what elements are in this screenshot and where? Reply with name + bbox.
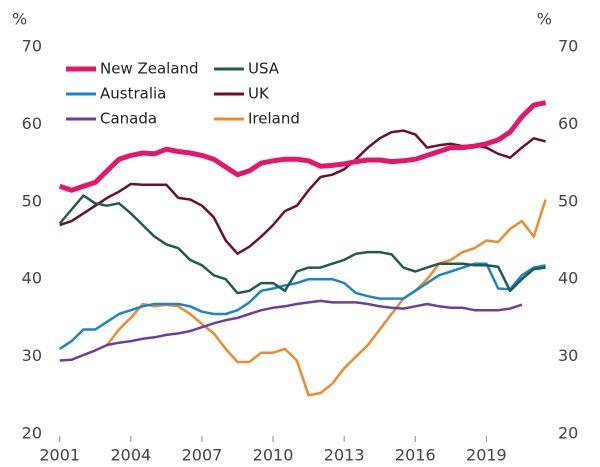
- x-tick-label: 2010: [253, 446, 294, 465]
- y-tick-label: 50: [22, 191, 42, 210]
- legend-label: New Zealand: [100, 60, 199, 78]
- x-tick-label: 2004: [110, 446, 151, 465]
- series-line: [59, 262, 546, 350]
- series-line: [58, 100, 547, 193]
- y2-tick-label: 20: [558, 424, 578, 443]
- y2-tick-label: 50: [558, 191, 578, 210]
- y-tick-label: 30: [22, 346, 42, 365]
- legend-label: Australia: [100, 85, 166, 103]
- legend-label: USA: [248, 60, 280, 78]
- y-axis-label: %: [12, 10, 27, 29]
- y-tick-label: 60: [22, 114, 42, 133]
- series-line: [58, 194, 546, 295]
- y2-axis-label: %: [537, 10, 552, 29]
- series-line: [59, 299, 523, 362]
- legend-label: Canada: [100, 110, 157, 128]
- y-tick-label: 70: [22, 37, 42, 56]
- x-tick-label: 2016: [395, 446, 436, 465]
- x-tick-label: 2019: [466, 446, 507, 465]
- y2-tick-label: 60: [558, 114, 578, 133]
- y2-tick-label: 40: [558, 269, 578, 288]
- y2-tick-label: 70: [558, 37, 578, 56]
- x-tick-label: 2001: [39, 446, 80, 465]
- series-line: [106, 199, 547, 397]
- x-tick-label: 2013: [324, 446, 365, 465]
- y2-tick-label: 30: [558, 346, 578, 365]
- series-line: [59, 129, 546, 255]
- x-tick-label: 2007: [182, 446, 223, 465]
- y-tick-label: 20: [22, 424, 42, 443]
- legend-label: Ireland: [248, 110, 300, 128]
- y-tick-label: 40: [22, 269, 42, 288]
- legend-label: UK: [248, 85, 270, 103]
